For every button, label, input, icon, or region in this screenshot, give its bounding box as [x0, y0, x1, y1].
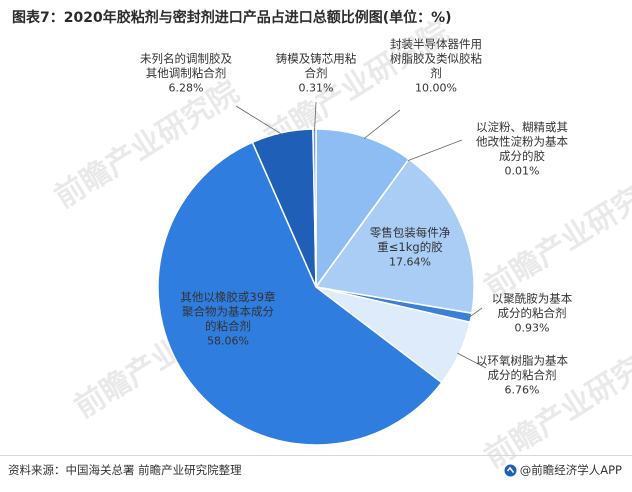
brand-credit: @前瞻经济学人APP: [504, 462, 622, 478]
leader-line: [363, 109, 401, 139]
slice-value-label: 6.76%: [505, 383, 540, 396]
leader-line: [235, 105, 283, 136]
pie-slice: [314, 158, 475, 315]
slice-label-line: 成分的胶: [499, 149, 545, 163]
chart-title: 图表7：2020年胶粘剂与密封剂进口产品占进口总额比例图(单位：%): [12, 10, 452, 26]
pie-chart: 封装半导体器件用树脂胶及类似胶粘剂10.00%以淀粉、糊精或其他改性淀粉为基本成…: [140, 37, 573, 446]
slice-label: 铸模及铸芯用粘合剂: [276, 51, 357, 80]
slice-label-line: 他改性淀粉为基本: [476, 135, 568, 149]
slice-label-line: 成分的粘合剂: [488, 368, 557, 382]
slice-label-line: 聚合物为基本成分: [182, 305, 274, 319]
slice-value-label: 10.00%: [415, 82, 457, 95]
leader-line: [468, 307, 483, 318]
pie-slice: [315, 128, 410, 290]
slice-label: 封装半导体器件用树脂胶及类似胶粘剂: [390, 37, 482, 80]
slice-label-line: 合剂: [305, 66, 328, 80]
source-note: 资料来源：中国海关总署 前瞻产业研究院整理: [8, 463, 242, 477]
slice-label-line: 树脂胶及类似胶粘: [390, 52, 482, 66]
slice-value-label: 17.64%: [389, 255, 431, 268]
slice-label-line: 其他以橡胶或39章: [180, 290, 275, 304]
leader-line: [314, 101, 317, 132]
pie-slices: [157, 128, 475, 446]
slice-value-label: 58.06%: [207, 335, 249, 348]
slice-label-line: 以淀粉、糊精或其: [476, 120, 568, 134]
slice-label: 以聚酰胺为基本成分的粘合剂: [492, 291, 573, 320]
leader-lines: [235, 101, 487, 369]
leader-line: [457, 352, 487, 369]
slice-label-line: 剂: [430, 66, 442, 80]
slice-label-line: 以聚酰胺为基本: [492, 291, 573, 305]
brand-logo-icon: [504, 464, 517, 476]
pie-slice: [157, 141, 443, 446]
slice-label: 零售包装每件净重≤1kg的胶: [370, 225, 451, 254]
slice-value-label: 6.28%: [169, 81, 204, 94]
slice-label-line: 未列名的调制胶及: [140, 51, 232, 65]
slice-label-line: 铸模及铸芯用粘: [276, 51, 357, 65]
slice-label-line: 零售包装每件净: [370, 225, 451, 239]
slice-label-line: 成分的粘合剂: [498, 306, 567, 320]
slice-label: 以环氧树脂为基本成分的粘合剂: [476, 353, 568, 382]
slice-label-line: 以环氧树脂为基本: [476, 353, 568, 367]
slice-label-line: 封装半导体器件用: [390, 37, 482, 51]
leader-line: [407, 139, 463, 162]
slice-label: 以淀粉、糊精或其他改性淀粉为基本成分的胶: [476, 120, 568, 163]
slice-label: 未列名的调制胶及其他调制粘合剂: [140, 51, 232, 80]
footer-divider: [0, 455, 632, 456]
slice-value-label: 0.01%: [505, 165, 540, 178]
brand-text: @前瞻经济学人APP: [519, 463, 622, 477]
slice-value-label: 0.93%: [515, 321, 550, 334]
slice-label-line: 其他调制粘合剂: [146, 66, 227, 80]
slice-label: 其他以橡胶或39章聚合物为基本成分的粘合剂: [180, 290, 275, 333]
slice-label-line: 重≤1kg的胶: [377, 240, 443, 254]
slice-label-line: 的粘合剂: [205, 319, 251, 333]
slice-value-label: 0.31%: [299, 81, 334, 94]
slice-labels: 封装半导体器件用树脂胶及类似胶粘剂10.00%以淀粉、糊精或其他改性淀粉为基本成…: [140, 37, 573, 396]
